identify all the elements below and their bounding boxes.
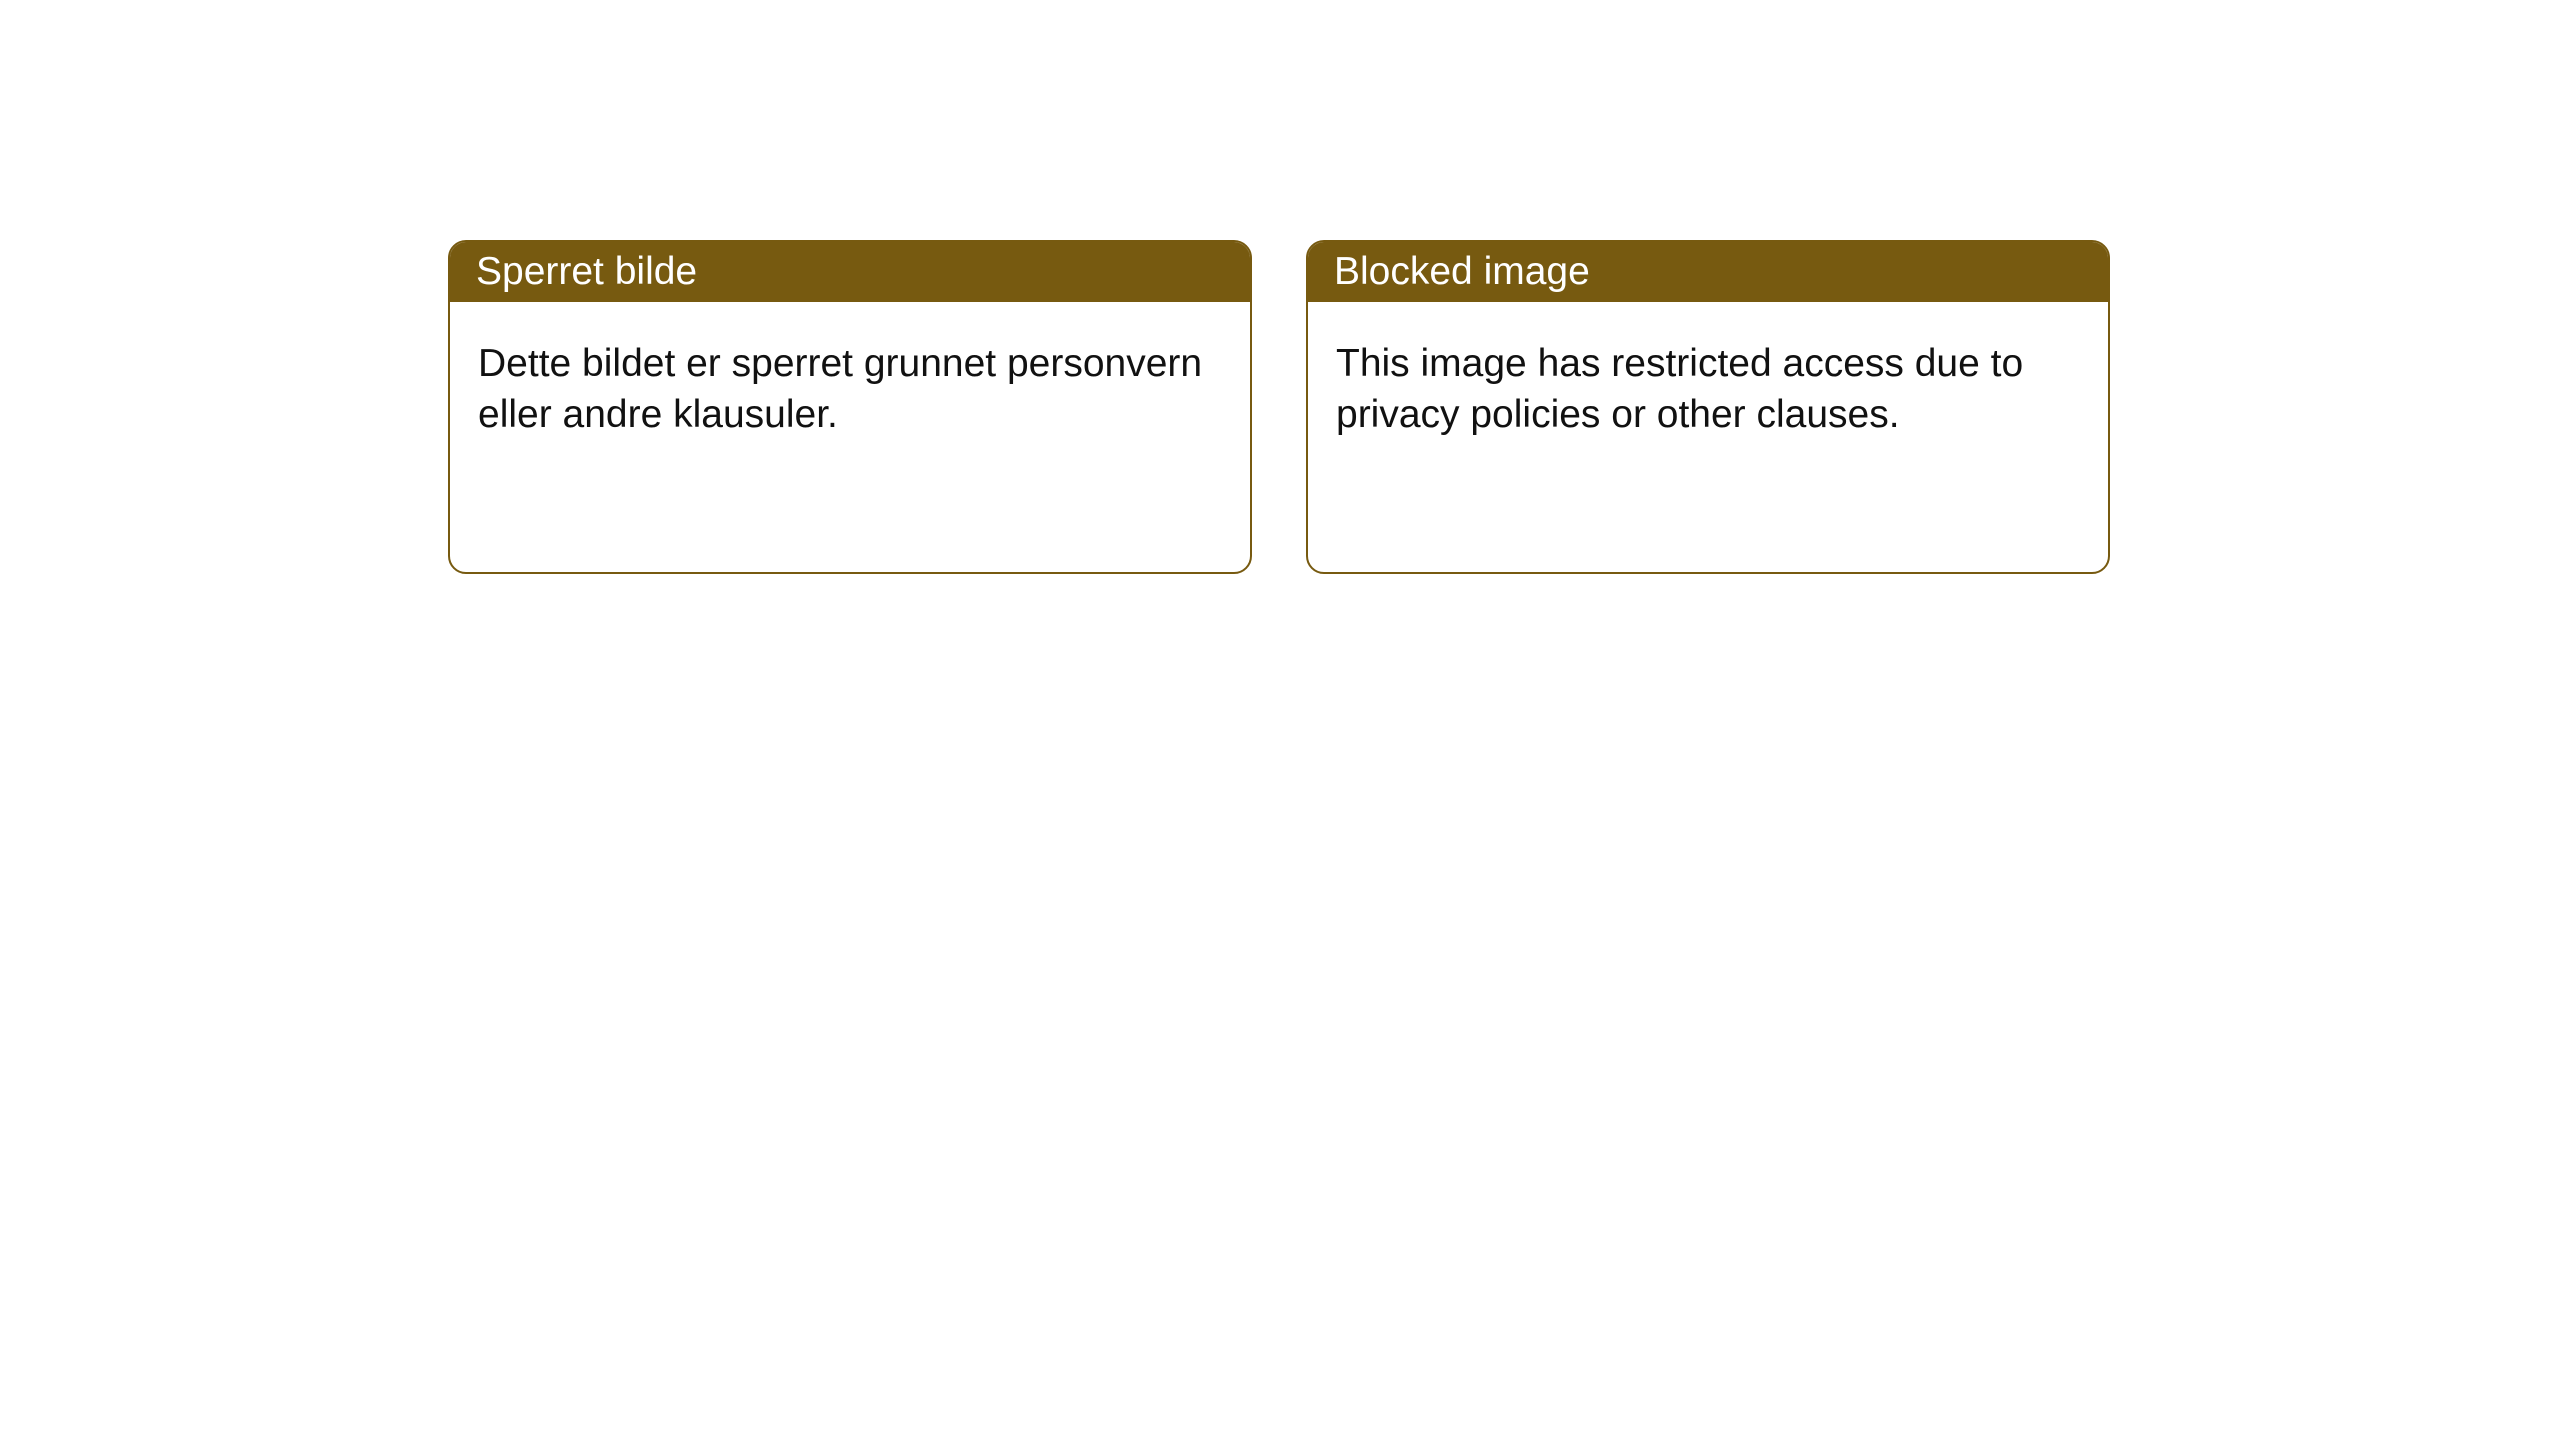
notice-card-body: This image has restricted access due to … — [1308, 302, 2108, 477]
notice-card-title: Sperret bilde — [450, 242, 1250, 302]
notice-card-en: Blocked image This image has restricted … — [1306, 240, 2110, 574]
notice-card-body: Dette bildet er sperret grunnet personve… — [450, 302, 1250, 477]
notice-card-title: Blocked image — [1308, 242, 2108, 302]
notice-container: Sperret bilde Dette bildet er sperret gr… — [0, 0, 2560, 574]
notice-card-no: Sperret bilde Dette bildet er sperret gr… — [448, 240, 1252, 574]
